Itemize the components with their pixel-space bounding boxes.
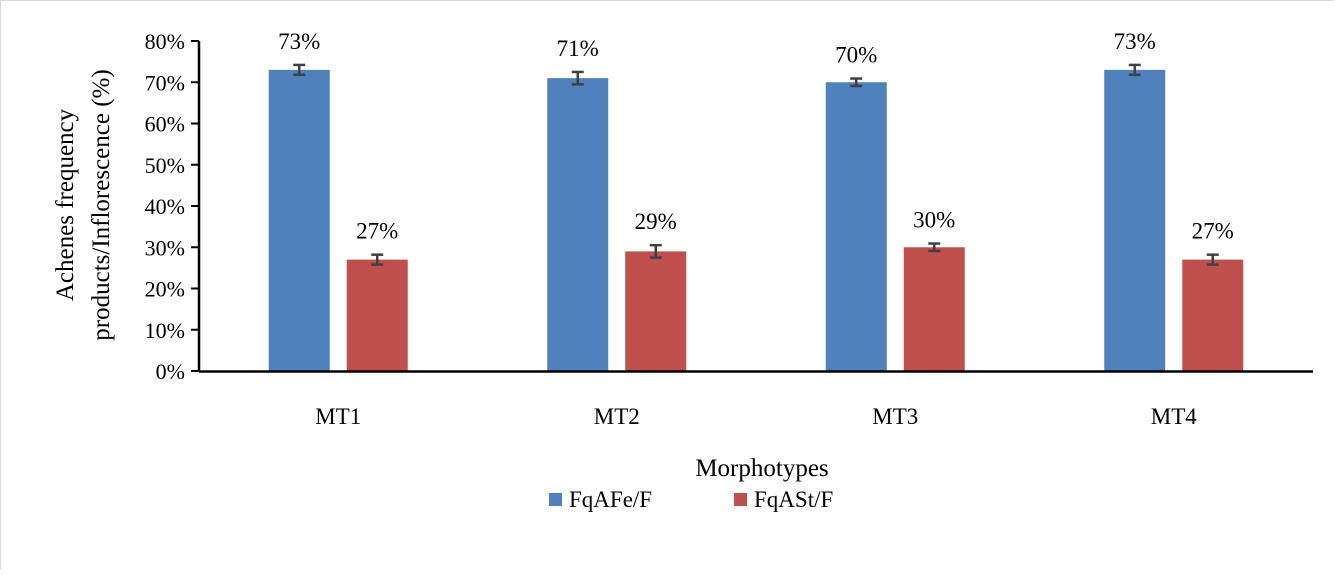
y-tick-label: 60% [145, 112, 185, 137]
legend-swatch [549, 493, 562, 506]
data-labels: 73% 27% 71% 29% 70% 30% 73% 27% [278, 29, 1234, 244]
y-axis-title-line-2: products/Inflorescence (%) [88, 69, 115, 340]
data-label: 30% [913, 208, 955, 233]
bar-fqastf-mt3 [903, 247, 965, 371]
data-label: 27% [1192, 219, 1234, 244]
bar-fqafef-mt1 [268, 69, 330, 371]
legend-label: FqAFe/F [569, 487, 652, 512]
y-axis-title: Achenes frequency products/Inflorescence… [52, 69, 115, 340]
error-bar [1128, 63, 1141, 77]
y-axis-title-line-1: Achenes frequency [52, 108, 79, 301]
y-tick-label: 10% [145, 318, 185, 343]
legend-label: FqASt/F [754, 487, 833, 512]
error-bar [1206, 253, 1219, 266]
x-axis-categories: MT1 MT2 MT3 MT4 [315, 404, 1197, 429]
data-label: 71% [557, 36, 599, 61]
y-tick-label: 70% [145, 70, 185, 95]
x-axis-title: Morphotypes [695, 455, 828, 482]
bar-fqafef-mt4 [1104, 69, 1166, 371]
data-label: 73% [278, 29, 320, 54]
y-tick-label: 80% [145, 29, 185, 54]
data-label: 73% [1114, 29, 1156, 54]
x-category-label: MT2 [594, 404, 640, 429]
data-label: 70% [835, 43, 877, 68]
legend-swatch [734, 493, 747, 506]
error-bar [928, 242, 941, 253]
y-tick-label: 20% [145, 277, 185, 302]
bars [268, 69, 1244, 371]
error-bar [571, 70, 584, 86]
x-category-label: MT1 [315, 404, 361, 429]
x-category-label: MT4 [1151, 404, 1198, 429]
data-label: 27% [356, 219, 398, 244]
bar-fqastf-mt4 [1182, 259, 1244, 371]
bar-fqastf-mt2 [625, 251, 687, 371]
y-tick-label: 40% [145, 194, 185, 219]
x-category-label: MT3 [872, 404, 918, 429]
legend: FqAFe/F FqASt/F [549, 487, 833, 512]
bar-fqafef-mt2 [547, 78, 609, 371]
bar-fqastf-mt1 [346, 259, 408, 371]
error-bar [850, 77, 863, 88]
data-label: 29% [635, 209, 677, 234]
error-bars [293, 63, 1219, 266]
y-tick-label: 50% [145, 153, 185, 178]
bar-fqafef-mt3 [825, 82, 887, 371]
error-bar [293, 63, 306, 77]
error-bar [649, 243, 662, 259]
error-bar [371, 253, 384, 266]
y-tick-label: 30% [145, 235, 185, 260]
y-axis-ticks: 0% 10% 20% 30% 40% 50% 60% 70% 80% [145, 29, 199, 384]
y-tick-label: 0% [156, 359, 185, 384]
